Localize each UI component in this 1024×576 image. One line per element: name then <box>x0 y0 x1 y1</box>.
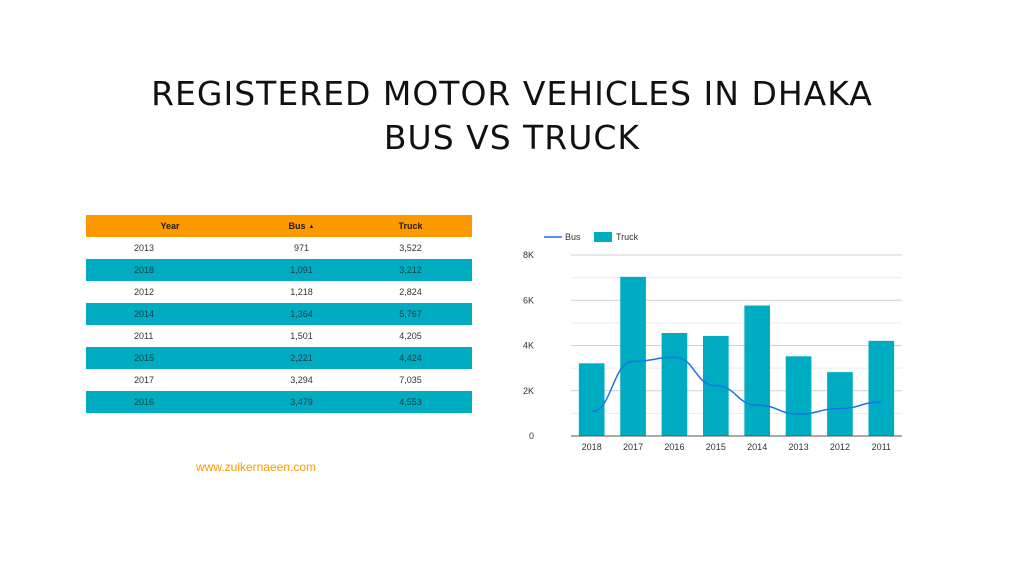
point-bus <box>880 401 883 404</box>
bar-truck <box>578 363 605 436</box>
cell-truck: 3,522 <box>399 243 422 253</box>
cell-bus: 971 <box>293 243 310 253</box>
cell-year: 2013 <box>134 243 155 253</box>
x-tick-label: 2017 <box>623 442 643 452</box>
x-tick-label: 2018 <box>582 442 602 452</box>
cell-truck: 3,212 <box>349 259 472 281</box>
cell-truck: 7,035 <box>399 375 422 385</box>
sort-ascending-icon: ▲ <box>308 224 315 230</box>
bus-truck-chart: 0 2K 4K 6K 8K 2018 2017 2016 2015 2014 2013 2012 201… <box>523 232 902 452</box>
cell-year: 2014 <box>86 303 254 325</box>
bar-truck <box>620 276 646 436</box>
x-tick-label: 2016 <box>664 442 684 452</box>
x-tick-label: 2013 <box>789 442 809 452</box>
point-bus <box>756 404 759 407</box>
cell-bus: 3,294 <box>290 375 313 385</box>
bar-truck <box>785 356 812 436</box>
title-line-2: BUS VS TRUCK <box>383 118 641 157</box>
footer-link[interactable]: www.zulkernaeen.com <box>196 460 317 474</box>
table-row: 2014 1,364 5,767 <box>86 303 472 325</box>
bar-truck <box>744 305 771 436</box>
cell-year: 2016 <box>86 391 254 413</box>
cell-truck: 2,824 <box>399 287 422 297</box>
table-row: 2013 971 3,522 <box>86 237 472 259</box>
y-tick-label: 2K <box>523 386 534 396</box>
point-bus <box>797 413 800 416</box>
table-header-row: Year Bus ▲ Truck <box>86 215 472 237</box>
title-line-1: REGISTERED MOTOR VEHICLES IN DHAKA <box>151 74 873 113</box>
line-bus <box>591 356 882 415</box>
table-row: 2015 2,221 4,424 <box>86 347 472 369</box>
table-row: 2012 1,218 2,824 <box>86 281 472 303</box>
cell-truck: 4,424 <box>349 347 472 369</box>
legend-label-truck: Truck <box>616 232 639 242</box>
point-bus <box>838 407 841 410</box>
y-tick-label: 0 <box>529 431 534 441</box>
y-tick-label: 6K <box>523 295 534 305</box>
point-bus <box>590 410 593 413</box>
cell-year: 2012 <box>134 287 155 297</box>
y-tick-label: 8K <box>523 250 534 260</box>
bar-truck <box>827 372 853 436</box>
point-bus <box>673 356 676 359</box>
x-tick-label: 2011 <box>872 442 891 452</box>
cell-year: 2017 <box>134 375 155 385</box>
legend-label-bus: Bus <box>565 232 581 242</box>
point-bus <box>632 360 635 363</box>
bar-truck <box>868 340 895 436</box>
point-bus <box>714 384 717 387</box>
page-title: REGISTERED MOTOR VEHICLES IN DHAKA BUS V… <box>0 72 1024 160</box>
column-header-truck[interactable]: Truck <box>349 215 472 237</box>
table-row: 2017 3,294 7,035 <box>86 369 472 391</box>
column-header-year[interactable]: Year <box>86 215 254 237</box>
x-tick-label: 2015 <box>706 442 726 452</box>
cell-year: 2015 <box>86 347 254 369</box>
x-tick-label: 2012 <box>830 442 850 452</box>
cell-truck: 4,205 <box>399 331 422 341</box>
table-row: 2018 1,091 3,212 <box>86 259 472 281</box>
cell-year: 2018 <box>86 259 254 281</box>
cell-bus: 1,364 <box>254 303 349 325</box>
bar-truck <box>661 332 688 436</box>
cell-bus: 1,501 <box>290 331 313 341</box>
y-tick-label: 4K <box>523 341 534 351</box>
cell-truck: 4,553 <box>349 391 472 413</box>
legend-swatch-truck <box>594 232 612 242</box>
column-header-bus[interactable]: Bus ▲ <box>254 215 349 237</box>
table-row: 2011 1,501 4,205 <box>86 325 472 347</box>
x-tick-label: 2014 <box>747 442 767 452</box>
cell-bus: 1,091 <box>254 259 349 281</box>
data-table: Year Bus ▲ Truck 2013 971 3,522 2018 1,091 3,2… <box>86 215 472 413</box>
cell-bus: 1,218 <box>290 287 313 297</box>
cell-bus: 3,479 <box>254 391 349 413</box>
cell-year: 2011 <box>134 331 154 341</box>
cell-truck: 5,767 <box>349 303 472 325</box>
table-row: 2016 3,479 4,553 <box>86 391 472 413</box>
cell-bus: 2,221 <box>254 347 349 369</box>
